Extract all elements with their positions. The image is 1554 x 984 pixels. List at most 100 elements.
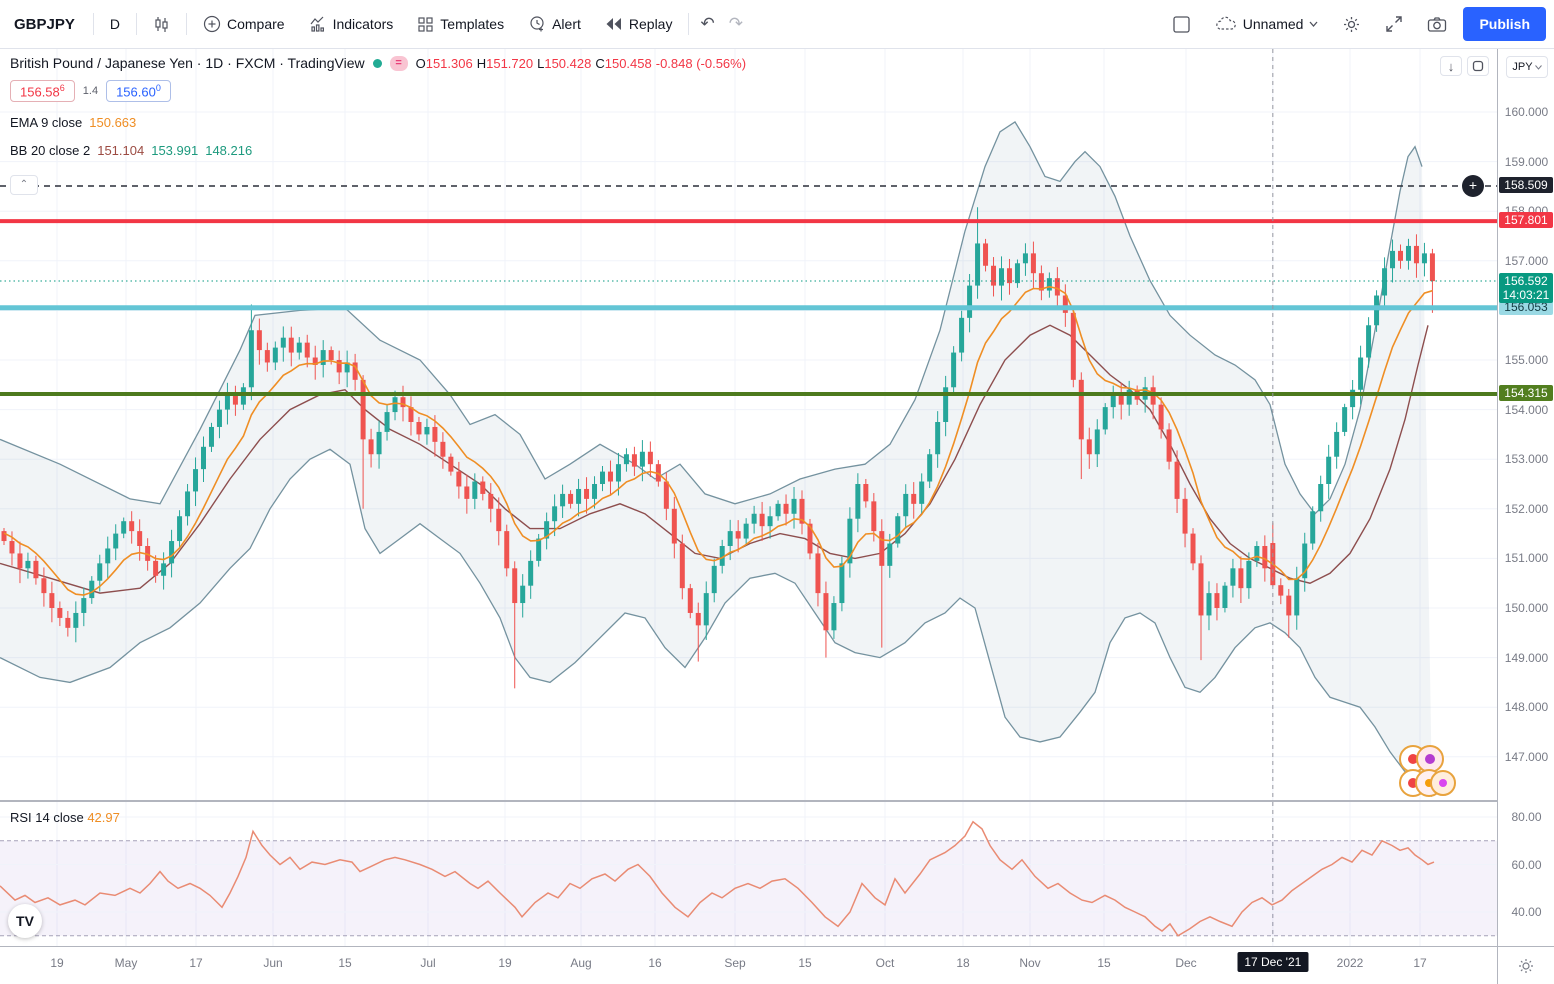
rsi-tick-label: 60.00 — [1511, 857, 1542, 872]
time-tick-label: 15 — [338, 956, 352, 970]
bb-legend-row[interactable]: BB 20 close 2 151.104 153.991 148.216 — [10, 143, 746, 158]
fishcake-emoji-cluster — [1399, 745, 1456, 797]
rsi-tick-label: 80.00 — [1511, 810, 1542, 824]
crosshair-time-badge: 17 Dec '21 — [1237, 952, 1309, 972]
layout-select-button[interactable] — [1160, 5, 1203, 43]
rsi-pane[interactable]: RSI 14 close 42.97 TV — [0, 800, 1497, 946]
rsi-value: 42.97 — [87, 810, 120, 825]
cloud-layout-button[interactable]: Unnamed — [1203, 5, 1331, 43]
snapshot-button[interactable] — [1415, 5, 1459, 43]
chart-title: British Pound / Japanese Yen · 1D · FXCM… — [10, 55, 365, 71]
collapse-indicators-button[interactable]: ⌃ — [10, 175, 38, 195]
price-tick-label: 147.000 — [1504, 749, 1549, 764]
price-level-badge[interactable]: 158.509 — [1499, 176, 1553, 193]
interval-button[interactable]: D — [98, 5, 132, 43]
alert-clock-icon — [528, 15, 546, 33]
layout-name-label: Unnamed — [1242, 16, 1304, 32]
toolbar-separator — [92, 13, 94, 35]
chart-root: British Pound / Japanese Yen · 1D · FXCM… — [0, 49, 1554, 984]
templates-grid-icon — [417, 16, 434, 33]
price-level-badge[interactable]: 157.801 — [1499, 212, 1553, 229]
chart-style-button[interactable] — [141, 5, 182, 43]
gear-icon — [1342, 15, 1361, 34]
timezone-settings-cell[interactable] — [1497, 946, 1554, 984]
scroll-to-recent-button[interactable]: ↓ — [1440, 56, 1462, 76]
ohlc-readout: O151.306 H151.720 L150.428 C150.458 -0.8… — [415, 55, 747, 71]
publish-button[interactable]: Publish — [1463, 7, 1546, 41]
ema-value: 150.663 — [89, 115, 137, 131]
indicators-label: Indicators — [332, 16, 394, 32]
compare-label: Compare — [226, 16, 285, 32]
ohlc-close: 150.458 — [604, 55, 652, 71]
time-tick-label: 16 — [648, 956, 662, 970]
bid-price-box[interactable]: 156.586 — [10, 80, 75, 103]
maximize-pane-button[interactable] — [1467, 56, 1489, 76]
alert-label: Alert — [552, 16, 581, 32]
bb-label: BB 20 close 2 — [10, 143, 91, 159]
add-order-plus-button[interactable]: + — [1462, 174, 1484, 197]
compare-plus-icon — [203, 15, 221, 33]
fullscreen-button[interactable] — [1373, 5, 1415, 43]
ohlc-open: 151.306 — [425, 55, 473, 71]
replay-button[interactable]: Replay — [593, 5, 685, 43]
compare-button[interactable]: Compare — [191, 5, 297, 43]
rsi-legend-row[interactable]: RSI 14 close 42.97 — [10, 810, 120, 825]
spread-value: 1.4 — [82, 85, 99, 98]
rsi-chart[interactable] — [0, 802, 1497, 946]
ohlc-low: 150.428 — [544, 55, 592, 71]
last-price-badge[interactable]: 156.592 14:03:21 — [1499, 273, 1553, 304]
indicators-icon — [309, 15, 327, 33]
settings-button[interactable] — [1330, 5, 1373, 43]
ema-legend-row[interactable]: EMA 9 close 150.663 — [10, 115, 746, 130]
time-tick-label: Aug — [570, 956, 592, 970]
time-tick-label: Dec — [1175, 956, 1197, 970]
symbol-label: GBPJPY — [14, 15, 75, 33]
price-axis[interactable]: JPY 160.000159.000158.000157.000155.0001… — [1497, 49, 1554, 946]
time-tick-label: 15 — [798, 956, 812, 970]
replay-label: Replay — [628, 16, 673, 32]
time-tick-label: 17 — [1413, 956, 1427, 970]
ohlc-high: 151.720 — [486, 55, 534, 71]
currency-unit-button[interactable]: JPY — [1506, 56, 1548, 78]
indicators-button[interactable]: Indicators — [297, 5, 406, 43]
replay-icon — [605, 17, 623, 31]
time-axis[interactable]: 19 May 17 Jun 15 Jul 19 Aug 16 Sep 15 Oct 18 Nov 15 Dec… — [0, 946, 1497, 984]
redo-button[interactable]: ↷ — [728, 14, 743, 33]
time-tick-label: Sep — [724, 956, 746, 970]
price-tick-label: 159.000 — [1504, 154, 1549, 169]
sticker-emojis[interactable] — [1397, 743, 1459, 799]
time-tick-label: 17 — [189, 956, 203, 970]
price-tick-label: 157.000 — [1504, 253, 1549, 268]
time-tick-label: Jun — [263, 956, 283, 970]
ohlc-change: -0.848 (-0.56%) — [655, 55, 747, 71]
price-level-badge[interactable]: 154.315 — [1499, 384, 1553, 401]
bb-basis-value: 151.104 — [97, 143, 145, 159]
templates-button[interactable]: Templates — [405, 5, 516, 43]
rsi-label: RSI 14 close — [10, 810, 84, 825]
price-tick-label: 152.000 — [1504, 501, 1549, 516]
price-tick-label: 155.000 — [1504, 353, 1549, 367]
bb-upper-value: 153.991 — [151, 143, 199, 159]
chevron-down-icon — [1534, 64, 1542, 70]
time-tick-label: 2022 — [1336, 956, 1364, 970]
price-tick-label: 153.000 — [1504, 452, 1549, 467]
symbol-button[interactable]: GBPJPY — [0, 5, 89, 43]
bb-lower-value: 148.216 — [205, 143, 253, 159]
undo-button[interactable]: ↶ — [700, 14, 715, 33]
top-toolbar: GBPJPY D Compare Indicators Template — [0, 0, 1554, 49]
alert-button[interactable]: Alert — [516, 5, 593, 43]
ema-label: EMA 9 close — [10, 115, 83, 131]
toolbar-separator — [135, 13, 137, 35]
tradingview-logo[interactable]: TV — [8, 904, 42, 938]
market-status-dot — [372, 58, 382, 68]
time-tick-label: 15 — [1097, 956, 1111, 970]
candlestick-chart[interactable] — [0, 49, 1497, 800]
time-tick-label: Oct — [875, 956, 895, 970]
main-chart-pane[interactable]: British Pound / Japanese Yen · 1D · FXCM… — [0, 49, 1497, 800]
time-tick-label: 19 — [50, 956, 64, 970]
ask-price-box[interactable]: 156.600 — [106, 80, 171, 103]
currency-label: JPY — [1512, 61, 1533, 73]
time-tick-label: Jul — [420, 956, 436, 970]
data-mode-icon: = — [389, 55, 408, 71]
templates-label: Templates — [440, 16, 505, 32]
